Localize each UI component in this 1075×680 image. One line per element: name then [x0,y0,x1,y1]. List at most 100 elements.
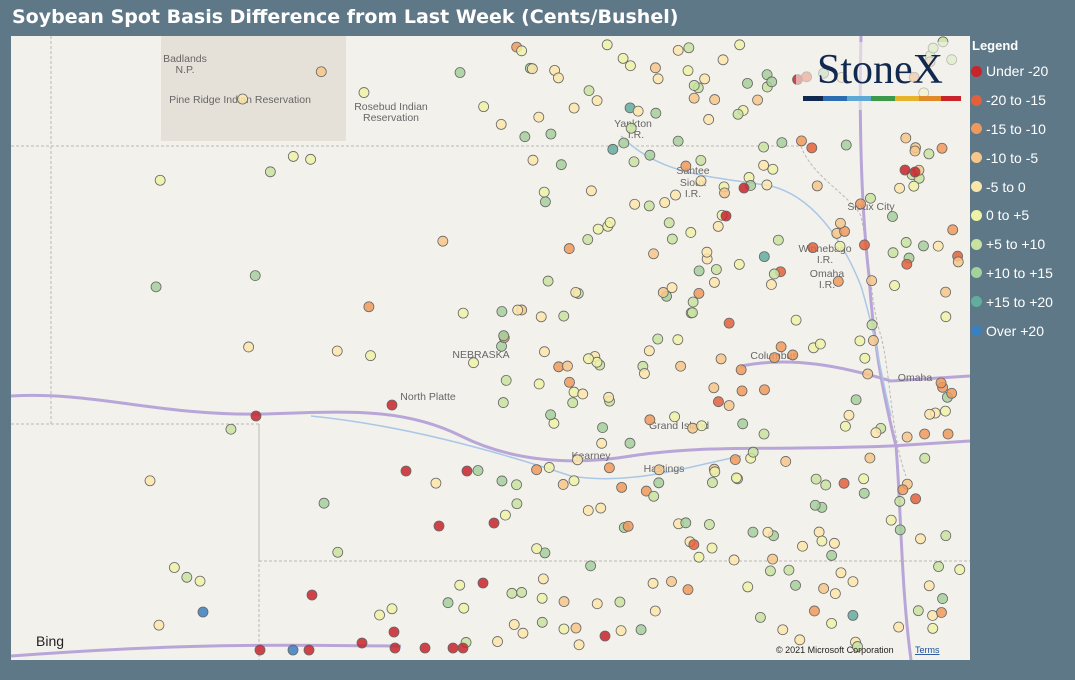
location-dot [447,642,459,654]
location-dot [607,143,619,155]
location-dot [672,135,684,147]
location-dot [318,497,330,509]
location-dot [766,76,778,88]
location-dot [688,539,700,551]
location-dot [516,587,528,598]
location-dot [194,575,206,587]
location-dot [567,397,579,409]
location-dot [933,561,944,572]
location-dot [912,605,924,617]
location-dot [558,310,570,322]
location-dot [315,66,327,78]
location-dot [358,87,370,98]
location-dot [708,382,720,394]
location-dot [682,584,694,596]
legend-swatch [971,181,982,193]
location-dot [168,562,180,573]
location-dot [568,475,580,487]
location-dot [539,547,551,559]
location-dot [847,576,859,588]
location-dot [599,630,611,642]
copyright: © 2021 Microsoft Corporation [776,645,894,655]
location-dot [826,617,837,629]
location-dot [923,148,935,160]
location-dot [458,602,470,614]
legend-item[interactable]: -10 to -5 [971,143,1075,172]
location-dot [669,411,680,423]
location-dot [306,589,318,601]
location-dot [709,94,721,105]
location-dot [768,268,780,280]
location-dot [854,335,866,347]
location-dot [897,484,909,496]
location-dot [738,182,750,194]
location-dot [935,377,947,389]
location-dot [624,437,636,449]
location-dot [769,352,780,364]
location-dot [806,142,818,154]
location-dot [954,564,966,575]
location-dot [859,239,870,251]
location-dot [790,579,801,591]
location-dot [468,357,479,369]
location-dot [672,44,684,56]
location-dot [908,180,920,192]
location-dot [517,627,529,639]
location-dot [866,275,878,287]
legend-item[interactable]: -5 to 0 [971,172,1075,201]
legend-label: -15 to -10 [986,120,1046,137]
location-dot [859,352,871,364]
location-dot [516,45,528,57]
location-dot [356,637,368,649]
location-dot [680,517,692,529]
location-dot [937,593,948,604]
location-dot [572,454,583,466]
location-dot [777,624,789,636]
location-dot [838,477,850,489]
legend-item[interactable]: +10 to +15 [971,259,1075,288]
location-dot [650,62,661,74]
location-dot [648,490,660,502]
location-dot [555,159,567,171]
location-dot [818,583,830,594]
legend-item[interactable]: Under -20 [971,57,1075,86]
rivers [310,135,892,480]
location-dot [900,237,912,248]
location-dot [653,477,665,489]
location-dot [433,520,445,532]
location-dot [603,391,615,403]
location-dot [150,281,162,293]
location-dot [865,192,876,204]
location-dot [947,224,959,236]
location-dot [797,540,808,552]
location-dot [644,414,656,426]
location-dot [386,603,398,615]
legend-item[interactable]: Over +20 [971,316,1075,345]
legend-item[interactable]: +15 to +20 [971,287,1075,316]
terms-link[interactable]: Terms [915,645,940,655]
location-dot [695,155,707,166]
location-dot [659,197,671,208]
legend-item[interactable]: 0 to +5 [971,201,1075,230]
location-dot [866,319,878,331]
legend-label: +5 to +10 [986,236,1046,253]
location-dot [693,288,705,299]
location-dot [649,605,661,617]
location-dot [762,526,774,538]
legend-swatch [971,94,982,106]
legend-item[interactable]: -20 to -15 [971,86,1075,115]
location-dot [864,452,876,464]
location-dot [709,466,721,478]
location-dot [847,609,859,621]
legend-item[interactable]: -15 to -10 [971,115,1075,144]
map-label: Reservation [363,112,419,124]
location-dot [437,235,449,247]
location-dot [508,619,520,630]
location-dot [919,428,930,440]
location-dot [495,118,507,130]
location-dot [870,427,882,439]
legend-item[interactable]: +5 to +10 [971,230,1075,259]
location-dot [666,576,677,587]
location-dot [616,481,628,493]
